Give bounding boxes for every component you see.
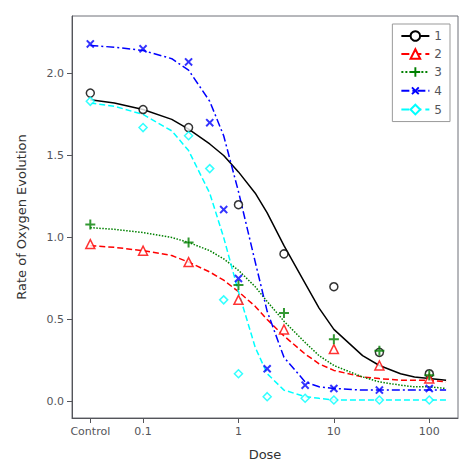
- svg-text:0.0: 0.0: [47, 395, 65, 408]
- svg-text:1.0: 1.0: [47, 231, 65, 244]
- svg-text:2.0: 2.0: [47, 67, 65, 80]
- svg-text:4: 4: [434, 84, 442, 98]
- svg-text:3: 3: [434, 65, 442, 79]
- svg-text:Control: Control: [70, 425, 110, 438]
- svg-text:10: 10: [327, 425, 341, 438]
- svg-text:0.1: 0.1: [134, 425, 152, 438]
- svg-text:100: 100: [419, 425, 440, 438]
- svg-text:1: 1: [434, 29, 442, 43]
- svg-text:0.5: 0.5: [47, 313, 65, 326]
- svg-text:1.5: 1.5: [47, 149, 65, 162]
- svg-text:1: 1: [235, 425, 242, 438]
- svg-text:Rate of Oxygen Evolution: Rate of Oxygen Evolution: [14, 134, 29, 299]
- svg-text:2: 2: [434, 47, 442, 61]
- svg-text:Dose: Dose: [249, 447, 282, 462]
- svg-text:5: 5: [434, 103, 442, 117]
